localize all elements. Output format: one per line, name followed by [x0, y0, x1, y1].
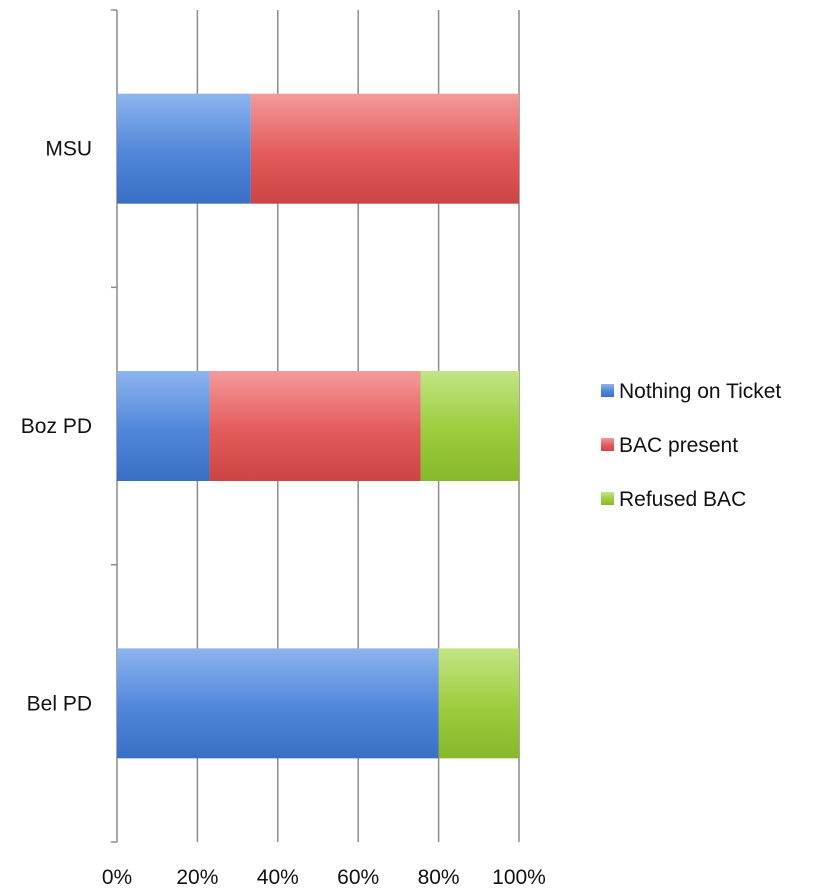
x-tick-label: 0%	[102, 866, 132, 889]
category-axis: MSU Boz PD Bel PD	[21, 138, 92, 716]
bar-segment-bel-pd-refused-bac	[438, 648, 519, 759]
x-tick-label: 40%	[257, 866, 299, 889]
legend: Nothing on Ticket BAC present Refused BAC	[601, 380, 781, 511]
legend-swatch	[601, 492, 614, 505]
legend-swatch	[601, 438, 614, 451]
legend-label: Nothing on Ticket	[619, 380, 781, 403]
category-label: Bel PD	[27, 692, 92, 715]
x-tick-label: 20%	[176, 866, 218, 889]
x-tick-label: 80%	[418, 866, 460, 889]
bar-segment-boz-pd-refused-bac	[420, 371, 519, 481]
legend-label: Refused BAC	[619, 488, 746, 511]
bar-segment-msu-bac-present	[250, 93, 519, 204]
legend-label: BAC present	[619, 434, 738, 457]
value-axis: 0% 20% 40% 60% 80% 100%	[102, 9, 546, 889]
bars	[117, 93, 519, 759]
category-label: Boz PD	[21, 415, 92, 438]
bar-segment-msu-nothing-on-ticket	[117, 93, 251, 204]
category-label: MSU	[45, 138, 92, 161]
bar-segment-bel-pd-nothing-on-ticket	[117, 648, 439, 759]
legend-swatch	[601, 384, 614, 397]
x-tick-label: 60%	[337, 866, 379, 889]
x-tick-label: 100%	[492, 866, 546, 889]
bar-segment-boz-pd-bac-present	[209, 371, 421, 481]
bar-segment-boz-pd-nothing-on-ticket	[117, 371, 210, 481]
